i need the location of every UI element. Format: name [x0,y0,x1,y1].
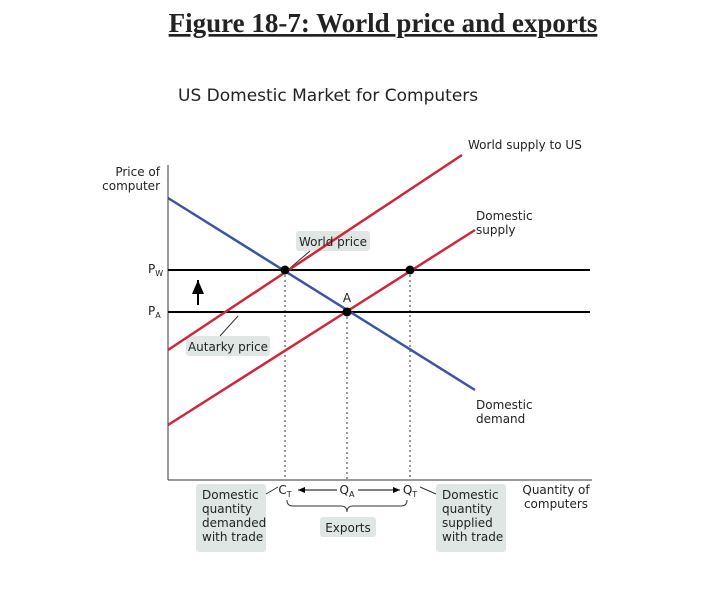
note-label: supplied [442,516,493,530]
subscript: A [349,490,355,499]
callout-label: World price [299,235,367,249]
note-label: quantity [442,502,492,516]
subscript: A [155,311,161,320]
subtitle: US Domestic Market for Computers [178,86,478,106]
point-label: A [343,291,352,305]
quantity-label: CT [278,483,291,499]
x-axis-label: Quantity of [522,483,590,497]
subscript: T [286,490,292,499]
note-box [196,484,266,552]
x-axis-label: computers [524,497,588,511]
brace [286,499,408,513]
symbol: P [148,262,155,276]
subscript: T [411,490,417,499]
point [405,265,415,275]
quantity-label: QT [403,483,417,499]
title: Figure 18-7: World price and exports [169,8,598,38]
curve-label: Domestic [476,398,533,412]
demand-curve [167,196,476,392]
y-axis-label: Price of [115,165,160,179]
leader [289,250,311,269]
note-label: with trade [202,530,263,544]
curve-label: World supply to US [468,138,582,152]
curve-label: supply [476,223,516,237]
note-label: demanded [202,516,266,530]
note-box [436,484,506,552]
note-label: Exports [325,521,371,535]
world-supply-curve [167,153,463,352]
symbol: Q [403,483,412,497]
point [280,265,290,275]
curve-label: demand [476,412,525,426]
price-label: PA [148,304,161,320]
domestic-supply-curve [167,228,476,427]
quantity-label: QA [340,483,355,499]
note-label: Domestic [202,488,259,502]
note-label: with trade [442,530,503,544]
note-box [320,517,376,537]
point [342,307,352,317]
leader [219,315,239,337]
dotted-guides [284,270,411,480]
note-label: Domestic [442,488,499,502]
y-axis-label: computer [102,179,160,193]
subscript: W [155,269,163,278]
callout-label: Autarky price [188,340,268,354]
callout-box [186,336,270,356]
leader [265,486,279,495]
symbol: C [278,483,286,497]
price-label: PW [148,262,163,278]
symbol: P [148,304,155,318]
leader [419,486,437,495]
symbol: Q [340,483,349,497]
note-label: quantity [202,502,252,516]
curve-label: Domestic [476,209,533,223]
